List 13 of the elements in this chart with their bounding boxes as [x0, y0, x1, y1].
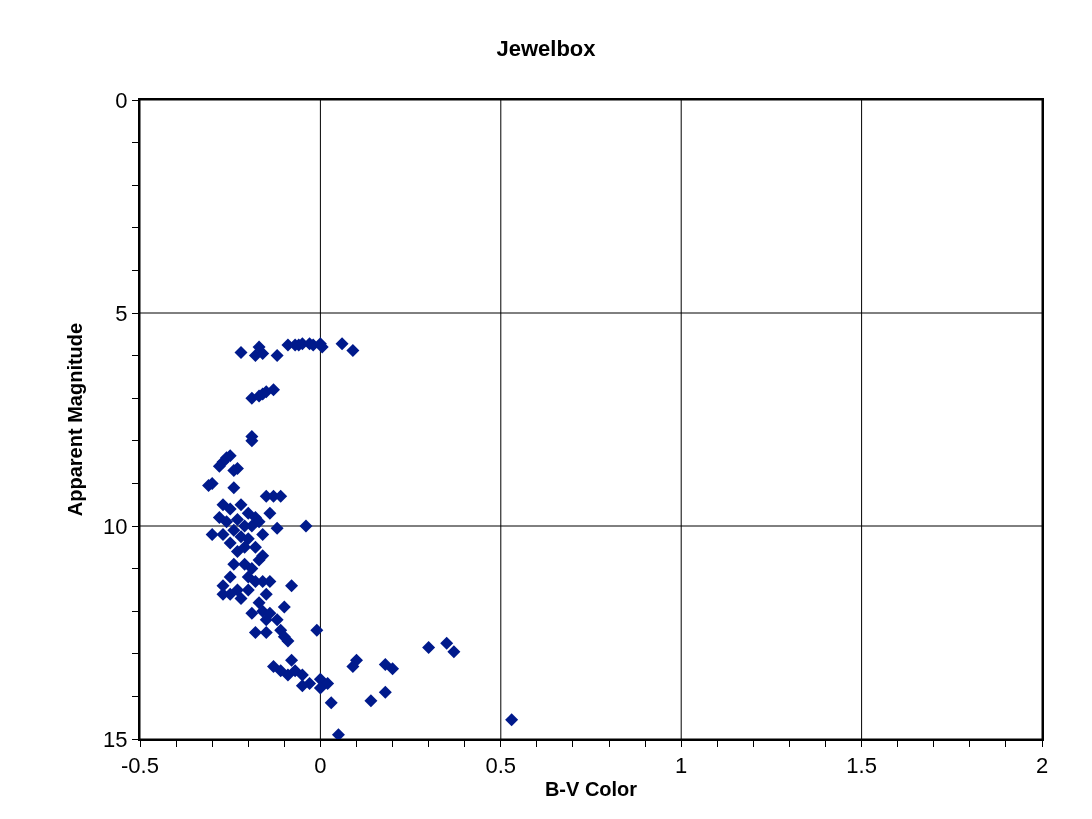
x-tick-label: 1.5	[846, 753, 877, 779]
x-tick-label: -0.5	[121, 753, 159, 779]
y-tick-label: 10	[103, 513, 128, 539]
chart-title: Jewelbox	[496, 36, 597, 62]
x-tick-label: 2	[1035, 753, 1049, 779]
x-tick-label: 0	[314, 753, 327, 779]
y-tick-label: 0	[115, 87, 128, 113]
y-axis-title: Apparent Magnitude	[64, 322, 87, 517]
x-tick-label: 1	[675, 753, 688, 779]
y-tick-label: 5	[115, 300, 128, 326]
x-tick-label: 0.5	[485, 753, 517, 779]
x-axis-title: B-V Color	[544, 778, 638, 801]
y-tick-label: 15	[103, 726, 128, 752]
